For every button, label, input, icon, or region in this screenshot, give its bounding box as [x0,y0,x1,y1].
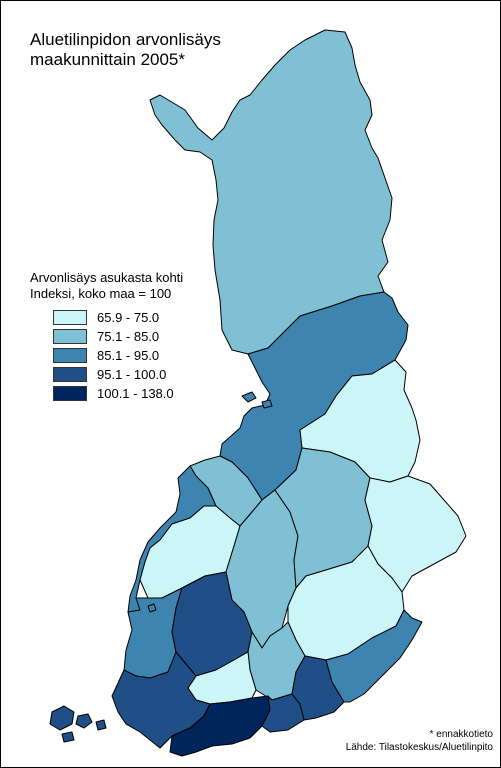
region-ita-uusimaa[interactable] [261,693,305,733]
legend-title-line-2: Indeksi, koko maa = 100 [30,286,172,301]
region-uusimaa[interactable] [169,695,271,757]
legend-swatch [53,386,87,401]
region-etela-karjala[interactable] [325,609,423,703]
legend-title-line-1: Arvonlisäys asukasta kohti [30,270,184,285]
region-kymenlaakso[interactable] [291,655,345,721]
legend-swatch [53,329,87,344]
legend-label: 100.1 - 138.0 [97,386,174,401]
region-lappi[interactable] [149,29,393,355]
map-title: Aluetilinpidon arvonlisäys maakunnittain… [30,30,221,70]
legend-swatch [53,310,87,325]
legend-label: 75.1 - 85.0 [97,329,160,344]
footnote-preliminary: * ennakkotieto [429,729,493,740]
legend-label: 95.1 - 100.0 [97,367,167,382]
legend-swatch [53,348,87,363]
legend: Arvonlisäys asukasta kohti Indeksi, koko… [30,270,183,403]
title-line-1: Aluetilinpidon arvonlisäys [30,30,221,49]
legend-label: 65.9 - 75.0 [97,310,160,325]
legend-class-4: 95.1 - 100.0 [53,365,183,384]
legend-class-5: 100.1 - 138.0 [53,384,183,403]
footnote: * ennakkotieto Lähde: Tilastokeskus/Alue… [346,728,493,754]
coastal-islands [147,391,273,613]
legend-label: 85.1 - 95.0 [97,348,160,363]
legend-class-2: 75.1 - 85.0 [53,327,183,346]
title-line-2: maakunnittain 2005* [30,50,186,69]
legend-swatch [53,367,87,382]
region-ahvenanmaa[interactable] [49,705,107,743]
legend-classes: 65.9 - 75.0 75.1 - 85.0 85.1 - 95.0 95.1… [53,308,183,403]
legend-class-1: 65.9 - 75.0 [53,308,183,327]
legend-class-3: 85.1 - 95.0 [53,346,183,365]
region-pohjois-karjala[interactable] [364,475,467,593]
footnote-source: Lähde: Tilastokeskus/Aluetilinpito [345,742,493,753]
